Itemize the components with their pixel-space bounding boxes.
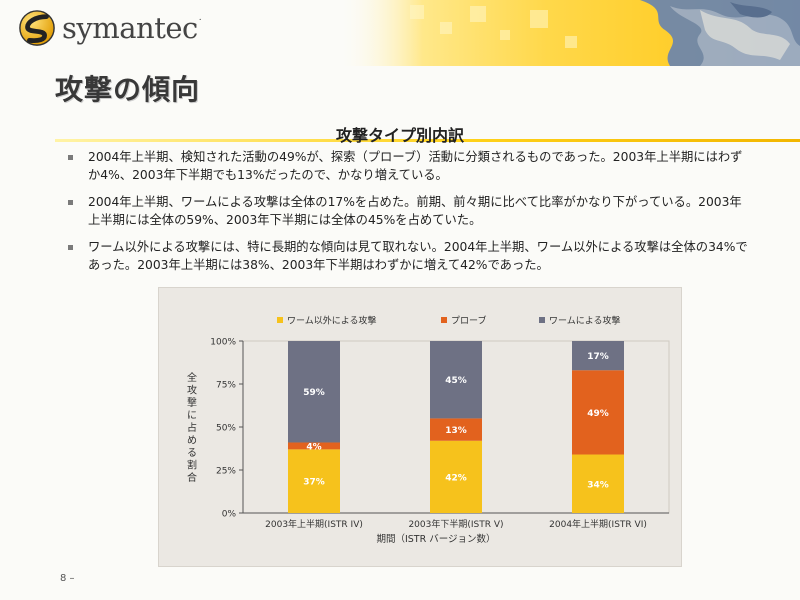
bullet-square-icon <box>68 245 73 250</box>
x-tick-label: 2003年上半期(ISTR IV) <box>265 518 363 530</box>
x-tick-label: 2003年下半期(ISTR V) <box>408 518 503 530</box>
bar-segment <box>288 449 340 513</box>
chart-svg: 0% 25% 50% 75% 100% 全攻撃に占める割合 37% 4% 59% 2003年上半期… <box>187 315 670 545</box>
legend-label: プローブ <box>451 315 486 327</box>
bar-data-label: 49% <box>587 409 609 419</box>
bar-segment <box>572 370 624 455</box>
bullet-square-icon <box>68 155 73 160</box>
header-banner-image <box>340 0 800 66</box>
bullet-text: ワーム以外による攻撃には、特に長期的な傾向は見て取れない。2004年上半期、ワー… <box>88 240 748 272</box>
attack-type-chart: 0% 25% 50% 75% 100% 全攻撃に占める割合 37% 4% 59% 2003年上半期… <box>158 287 682 567</box>
bar-data-label: 59% <box>303 388 325 398</box>
page-title: 攻撃の傾向 <box>55 73 201 106</box>
bullet-text: 2004年上半期、ワームによる攻撃は全体の17%を占めた。前期、前々期に比べて比… <box>88 195 742 227</box>
bar-segment <box>430 440 482 513</box>
y-axis-label: 全攻撃に占める割合 <box>187 371 197 484</box>
legend-swatch <box>441 317 447 323</box>
bar-data-label: 45% <box>445 376 467 386</box>
page-number: 8 – <box>60 573 75 584</box>
symantec-logo-icon <box>19 10 55 46</box>
bar-data-label: 37% <box>303 478 325 488</box>
bullet-item: 2004年上半期、ワームによる攻撃は全体の17%を占めた。前期、前々期に比べて比… <box>62 193 752 229</box>
bar-data-label: 4% <box>306 442 321 452</box>
bar-data-label: 17% <box>587 352 609 362</box>
section-title-underline <box>55 139 800 142</box>
bar-segment <box>572 341 624 371</box>
bar-segment <box>572 454 624 513</box>
bar-segment <box>288 442 340 450</box>
y-tick-label: 75% <box>216 381 236 391</box>
bar-data-label: 42% <box>445 473 467 483</box>
legend-label: ワームによる攻撃 <box>549 315 620 327</box>
bar-segment <box>430 341 482 419</box>
bar-segment <box>430 418 482 441</box>
legend-label: ワーム以外による攻撃 <box>287 315 376 327</box>
bullet-list: 2004年上半期、検知された活動の49%が、探索（プローブ）活動に分類されるもの… <box>62 148 752 283</box>
bullet-item: 2004年上半期、検知された活動の49%が、探索（プローブ）活動に分類されるもの… <box>62 148 752 184</box>
bullet-item: ワーム以外による攻撃には、特に長期的な傾向は見て取れない。2004年上半期、ワー… <box>62 238 752 274</box>
y-tick-label: 50% <box>216 424 236 434</box>
brand-name: symantec. <box>62 10 202 45</box>
bullet-square-icon <box>68 200 73 205</box>
bullet-text: 2004年上半期、検知された活動の49%が、探索（プローブ）活動に分類されるもの… <box>88 150 743 182</box>
x-axis-label: 期間（ISTR バージョン数） <box>376 533 495 545</box>
y-tick-label: 25% <box>216 467 236 477</box>
legend-swatch <box>277 317 283 323</box>
bar-data-label: 34% <box>587 480 609 490</box>
section-title: 攻撃タイプ別内訳 <box>335 126 464 145</box>
bar-data-label: 13% <box>445 426 467 436</box>
y-tick-label: 100% <box>210 338 236 348</box>
legend-swatch <box>539 317 545 323</box>
y-tick-label: 0% <box>222 510 237 520</box>
brand-logo: symantec. <box>18 6 202 50</box>
bar-segment <box>288 341 340 443</box>
x-tick-label: 2004年上半期(ISTR VI) <box>549 518 647 530</box>
